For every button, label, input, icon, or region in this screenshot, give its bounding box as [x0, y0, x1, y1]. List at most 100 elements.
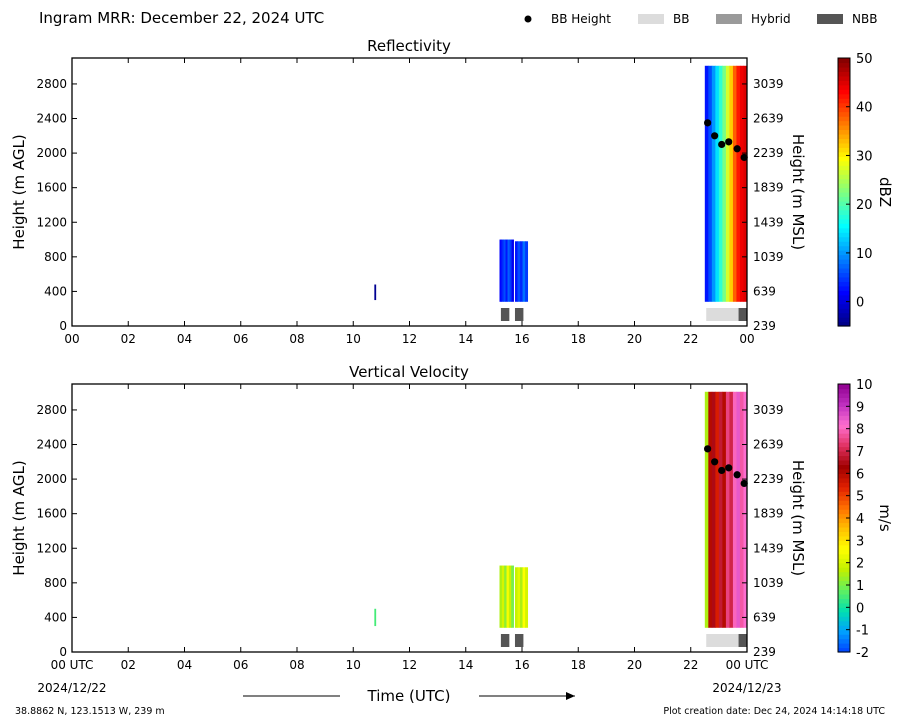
colorbar-segment	[838, 437, 850, 443]
bb-height-point	[704, 445, 712, 453]
bb-type-segment	[706, 634, 739, 647]
time-axis-label: Time (UTC)	[367, 687, 451, 705]
colorbar-segment	[838, 482, 850, 488]
colorbar-tick-label: 2	[856, 557, 864, 572]
x-tick-label: 04	[177, 658, 192, 672]
bb-type-segment	[738, 634, 747, 647]
reflectivity-panel: Reflectivity 00 02 04 06 08 10 12 14 16 18 20 22 000…	[10, 37, 894, 346]
x-tick-label: 18	[571, 658, 586, 672]
colorbar-segment	[838, 142, 850, 148]
x-tick-label: 14	[458, 658, 473, 672]
colorbar-segment	[838, 317, 850, 323]
echo-cell	[374, 608, 377, 627]
echo-cell	[739, 65, 744, 302]
x-tick-label: 18	[571, 332, 586, 346]
echo-cell	[715, 65, 720, 302]
y-tick-label: 2400	[36, 112, 67, 126]
y2-tick-label: 3039	[753, 77, 784, 91]
figure-title: Ingram MRR: December 22, 2024 UTC	[39, 9, 324, 27]
colorbar-tick-label: 3	[856, 534, 864, 549]
legend-nbb-label: NBB	[852, 12, 877, 26]
colorbar-segment	[838, 428, 850, 434]
colorbar-segment	[838, 187, 850, 193]
x-tick-label: 10	[346, 332, 361, 346]
colorbar-segment	[838, 580, 850, 586]
bb-height-point	[740, 153, 748, 162]
colorbar-segment	[838, 643, 850, 649]
colorbar-tick-label: 10	[856, 378, 873, 393]
echo-cell	[520, 241, 523, 302]
y-tick-label: 2400	[36, 438, 67, 452]
colorbar-segment	[838, 589, 850, 595]
velocity-plot-area	[374, 391, 748, 647]
echo-cell	[511, 239, 514, 302]
echo-cell	[503, 239, 506, 302]
colorbar-segment	[838, 562, 850, 568]
colorbar-tick-label: 7	[856, 445, 864, 460]
x-tick-label: 00 UTC	[51, 658, 94, 672]
echo-cell	[718, 65, 723, 302]
x-tick-label: 20	[627, 658, 642, 672]
echo-cell	[499, 565, 503, 628]
colorbar-segment	[838, 133, 850, 139]
x-tick-label: 00 UTC	[726, 658, 769, 672]
colorbar-segment	[838, 576, 850, 582]
colorbar-segment	[838, 93, 850, 99]
bb-height-point	[711, 132, 719, 140]
colorbar-segment	[838, 227, 850, 233]
colorbar-segment	[838, 245, 850, 251]
x-tick-label: 22	[683, 332, 698, 346]
x-tick-label: 06	[233, 332, 248, 346]
echo-cell	[517, 241, 521, 302]
colorbar-segment	[838, 129, 850, 135]
colorbar-segment	[838, 629, 850, 635]
colorbar-tick-label: 30	[856, 149, 873, 164]
colorbar-segment	[838, 116, 850, 122]
echo-cell	[520, 567, 523, 628]
colorbar-segment	[838, 84, 850, 90]
colorbar-segment	[838, 196, 850, 202]
colorbar-tick-label: -2	[856, 646, 869, 661]
colorbar-segment	[838, 66, 850, 72]
velocity-y2label: Height (m MSL)	[789, 460, 807, 576]
reflectivity-plot-area	[374, 65, 748, 321]
colorbar-segment	[838, 58, 850, 64]
y-tick-label: 2000	[36, 146, 67, 160]
echo-cell	[509, 239, 512, 302]
colorbar-segment	[838, 419, 850, 425]
echo-cell	[517, 567, 521, 628]
header-legend: BB Height BB Hybrid NBB	[524, 12, 877, 26]
colorbar-segment	[838, 285, 850, 291]
colorbar-segment	[838, 522, 850, 528]
colorbar-segment	[838, 553, 850, 559]
colorbar-segment	[838, 174, 850, 180]
colorbar-tick-label: 9	[856, 400, 864, 415]
colorbar-segment	[838, 544, 850, 550]
x-tick-label: 10	[346, 658, 361, 672]
colorbar-segment	[838, 80, 850, 86]
y-tick-label: 0	[59, 319, 67, 333]
colorbar-segment	[838, 513, 850, 519]
legend-bb-label: BB	[673, 12, 689, 26]
y-tick-label: 2800	[36, 77, 67, 91]
colorbar-tick-label: 50	[856, 52, 873, 67]
colorbar-segment	[838, 160, 850, 166]
colorbar-tick-label: 8	[856, 423, 864, 438]
colorbar-segment	[838, 410, 850, 416]
velocity-colorbar-label: m/s	[876, 504, 894, 532]
colorbar-segment	[838, 232, 850, 238]
echo-cell	[729, 65, 734, 302]
colorbar-segment	[838, 303, 850, 309]
y2-tick-label: 1839	[753, 507, 784, 521]
y2-tick-label: 2239	[753, 472, 784, 486]
echo-cell	[374, 284, 377, 301]
colorbar-segment	[838, 321, 850, 327]
y-tick-label: 2000	[36, 472, 67, 486]
x-tick-label: 12	[402, 332, 417, 346]
colorbar-segment	[838, 473, 850, 479]
x-tick-label: 06	[233, 658, 248, 672]
colorbar-segment	[838, 424, 850, 430]
colorbar-segment	[838, 102, 850, 108]
y-tick-label: 1600	[36, 507, 67, 521]
plot-creation-date: Plot creation date: Dec 24, 2024 14:14:1…	[663, 706, 885, 717]
